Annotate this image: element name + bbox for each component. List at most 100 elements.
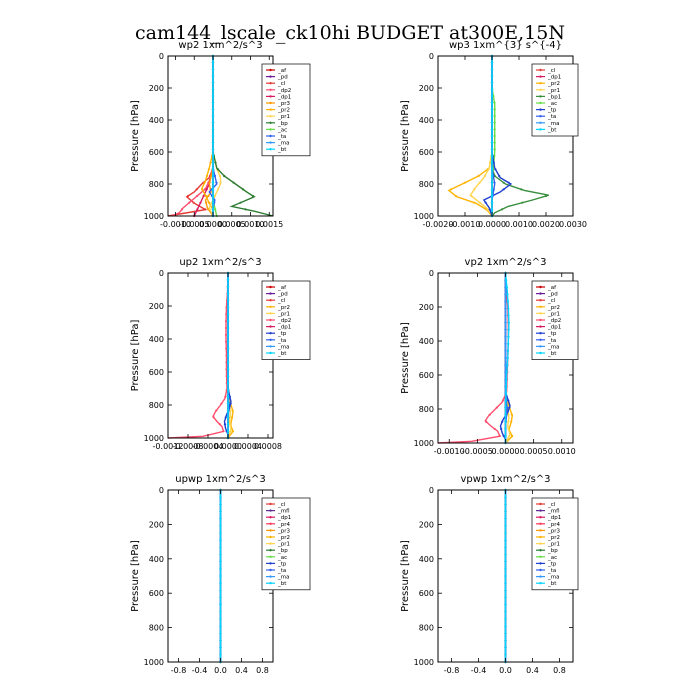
y-tick-label: 400 [149,335,164,344]
legend-marker [269,292,272,295]
x-tick-label: 0.0000 [199,220,227,229]
data-point [211,128,215,131]
legend-marker [539,351,542,355]
data-point [231,409,234,412]
data-point [501,399,504,402]
x-tick-label: 0.0005 [218,220,246,229]
data-point [216,188,220,191]
data-point [493,427,496,430]
data-point [226,285,230,288]
legend-entry: _bt [277,351,287,357]
data-point [228,423,232,426]
data-point [196,208,199,211]
legend-marker [269,542,272,545]
data-point [226,299,230,302]
data-point [219,546,222,549]
data-point [205,174,209,178]
legend-entry: _pr3 [277,528,291,534]
data-point [219,589,222,592]
data-point [226,430,230,433]
legend-entry: _ac [547,555,557,561]
data-point [211,188,215,191]
data-point [208,208,211,211]
data-point [449,188,453,191]
legend-entry: _pd [547,292,558,298]
legend-marker [539,529,542,532]
data-point [211,194,215,198]
data-point [207,168,210,171]
legend-marker [539,95,542,98]
legend-entry: _bt [277,581,287,587]
y-tick-label: 1000 [144,658,164,667]
legend-marker [269,575,272,578]
data-point [211,61,215,64]
legend-entry: _pr1 [547,542,560,548]
legend-entry: _pr1 [277,542,290,548]
legend-marker [539,582,542,585]
data-point [493,148,496,151]
data-point [504,589,507,592]
x-tick-label: 0.8 [553,666,566,675]
legend-entry: _tp [547,331,557,337]
panel-title: wp2 1xm^2/s^3 [178,40,262,51]
data-point [226,326,230,330]
y-tick-label: 400 [419,116,434,125]
data-point [213,174,216,178]
legend-marker [539,75,542,78]
data-point [219,503,222,506]
legend-entry: _ma [547,344,559,350]
x-tick-label: 0.0010 [505,220,533,229]
data-point [487,168,490,171]
legend-entry: _bt [547,351,557,357]
data-point [504,356,507,360]
legend-marker [269,121,272,125]
legend-marker [269,101,272,105]
y-tick-label: 0 [159,269,164,278]
legend-marker [539,522,542,525]
legend-marker [539,82,542,85]
data-point [490,168,494,171]
data-point [211,161,215,164]
y-tick-label: 1000 [414,212,434,221]
legend-entry: _pd [277,292,288,298]
data-point [226,340,230,343]
data-point [215,181,218,184]
legend-entry: _ac [277,127,287,133]
data-point [219,567,222,570]
legend-marker [539,115,542,118]
x-tick-label: 0.8 [256,666,269,675]
data-point [216,168,220,171]
data-point [504,625,507,628]
data-point [520,188,523,191]
data-point [507,328,510,331]
data-point [493,141,496,144]
data-point [203,188,206,191]
data-point [506,363,509,367]
y-tick-label: 800 [149,180,164,189]
data-point [504,328,507,331]
legend-entry: _mfl [277,509,290,515]
y-tick-label: 600 [149,589,164,598]
y-tick-label: 200 [149,84,164,93]
data-point [218,174,221,178]
data-point [504,596,507,599]
legend-entry: _bp [277,121,288,127]
panel-title: up2 1xm^2/s^3 [179,257,261,268]
legend-entry: _ta [547,114,556,120]
data-point [493,114,496,118]
data-point [478,181,481,184]
legend-entry: _af [277,285,287,291]
data-point [239,201,242,204]
y-tick-label: 400 [149,116,164,125]
y-tick-label: 800 [419,180,434,189]
data-point [211,181,215,184]
data-point [219,524,222,527]
data-point [493,128,496,131]
y-tick-label: 600 [419,371,434,380]
data-point [229,402,232,405]
data-point [219,582,222,585]
data-point [211,154,215,158]
data-point [229,430,232,433]
data-point [223,174,226,178]
y-tick-label: 200 [419,303,434,312]
